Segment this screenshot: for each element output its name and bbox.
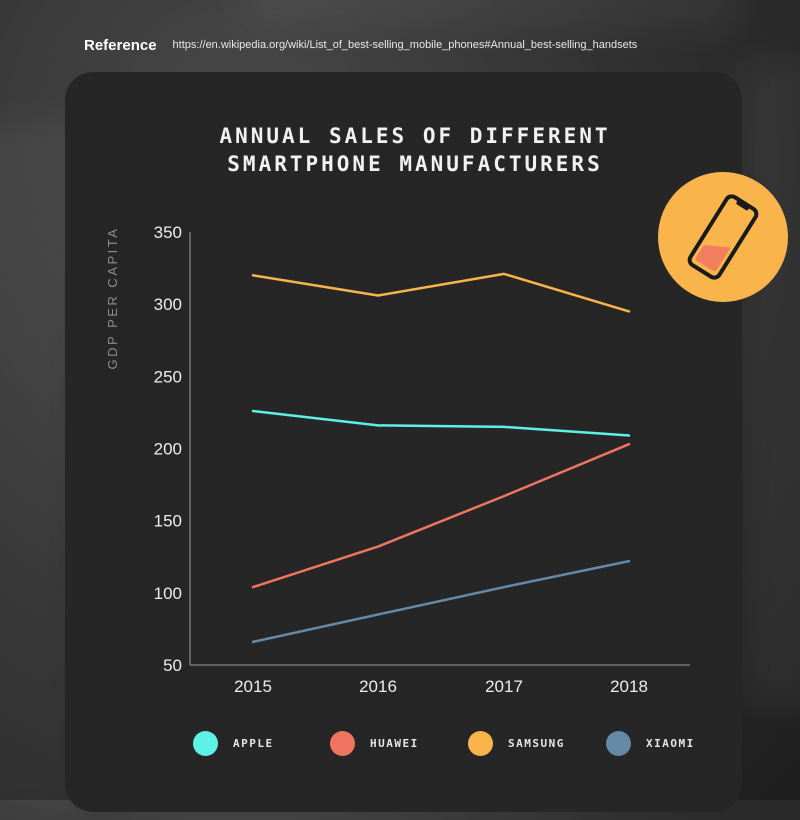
legend-label: SAMSUNG [508, 736, 565, 750]
chart-card: Annual sales of different smartphone man… [65, 72, 742, 812]
y-tick-label: 300 [154, 295, 182, 314]
chart-title-line-2: smartphone manufacturers [227, 152, 603, 176]
legend-item-apple: APPLE [193, 730, 274, 756]
legend-label: APPLE [233, 736, 274, 750]
x-tick-label: 2015 [234, 677, 272, 696]
legend-swatch [330, 730, 355, 756]
y-axis-label: GDP PER CAPITA [105, 227, 120, 370]
legend-label: HUAWEI [370, 736, 419, 750]
y-tick-label: 350 [154, 223, 182, 242]
reference-label: Reference [84, 36, 157, 54]
legend-item-huawei: HUAWEI [330, 730, 419, 756]
smartphone-badge [658, 172, 788, 302]
series-line-huawei [251, 442, 631, 589]
y-tick-label: 50 [163, 656, 182, 675]
series-line-samsung [251, 272, 631, 313]
chart-title-line-1: Annual sales of different [219, 124, 611, 148]
legend-swatch [468, 730, 493, 756]
y-tick-label: 100 [154, 584, 182, 603]
reference-line: Reference https://en.wikipedia.org/wiki/… [84, 36, 637, 54]
legend-label: XIAOMI [646, 736, 695, 750]
y-tick-label: 250 [154, 367, 182, 386]
chart-title: Annual sales of different smartphone man… [185, 122, 645, 178]
x-tick-label: 2018 [610, 677, 648, 696]
chart-legend: APPLE HUAWEI SAMSUNG XIAOMI [193, 730, 713, 756]
legend-swatch [193, 730, 218, 756]
legend-swatch [606, 730, 631, 756]
legend-item-samsung: SAMSUNG [468, 730, 565, 756]
y-tick-label: 150 [154, 512, 182, 531]
reference-url[interactable]: https://en.wikipedia.org/wiki/List_of_be… [172, 39, 638, 51]
y-tick-label: 200 [154, 440, 182, 459]
legend-item-xiaomi: XIAOMI [606, 730, 695, 756]
series-line-xiaomi [251, 559, 631, 644]
smartphone-icon [687, 194, 759, 280]
series-line-apple [251, 409, 631, 437]
x-tick-label: 2017 [485, 677, 523, 696]
x-tick-label: 2016 [359, 677, 397, 696]
line-chart: 50 100 150 200 250 300 350 2015 2016 2017 2018 GDP … [105, 223, 690, 696]
